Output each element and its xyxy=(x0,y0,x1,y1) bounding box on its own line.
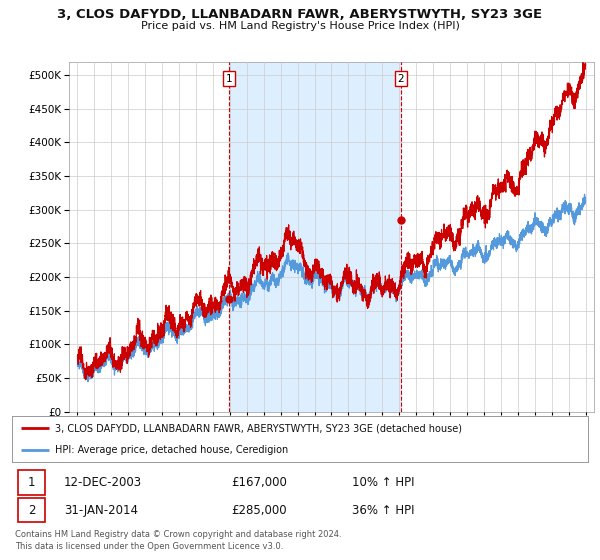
Bar xyxy=(18,498,46,522)
Text: 3, CLOS DAFYDD, LLANBADARN FAWR, ABERYSTWYTH, SY23 3GE: 3, CLOS DAFYDD, LLANBADARN FAWR, ABERYST… xyxy=(58,8,542,21)
Text: 12-DEC-2003: 12-DEC-2003 xyxy=(64,476,142,489)
Text: This data is licensed under the Open Government Licence v3.0.: This data is licensed under the Open Gov… xyxy=(15,542,283,551)
Text: HPI: Average price, detached house, Ceredigion: HPI: Average price, detached house, Cere… xyxy=(55,445,289,455)
Text: 3, CLOS DAFYDD, LLANBADARN FAWR, ABERYSTWYTH, SY23 3GE (detached house): 3, CLOS DAFYDD, LLANBADARN FAWR, ABERYST… xyxy=(55,423,462,433)
Bar xyxy=(18,470,46,495)
Text: Price paid vs. HM Land Registry's House Price Index (HPI): Price paid vs. HM Land Registry's House … xyxy=(140,21,460,31)
Bar xyxy=(229,62,401,412)
Text: £167,000: £167,000 xyxy=(231,476,287,489)
Text: £285,000: £285,000 xyxy=(231,504,287,517)
Text: 2: 2 xyxy=(397,74,404,84)
Text: 1: 1 xyxy=(28,476,35,489)
Text: 2: 2 xyxy=(28,504,35,517)
Text: Contains HM Land Registry data © Crown copyright and database right 2024.: Contains HM Land Registry data © Crown c… xyxy=(15,530,341,539)
Text: 36% ↑ HPI: 36% ↑ HPI xyxy=(352,504,415,517)
Text: 31-JAN-2014: 31-JAN-2014 xyxy=(64,504,138,517)
Text: 1: 1 xyxy=(226,74,232,84)
Text: 10% ↑ HPI: 10% ↑ HPI xyxy=(352,476,415,489)
